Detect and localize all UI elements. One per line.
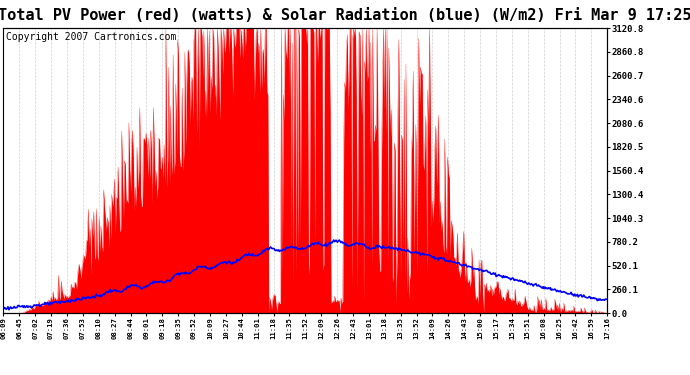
Text: Copyright 2007 Cartronics.com: Copyright 2007 Cartronics.com [6,32,177,42]
Text: Total PV Power (red) (watts) & Solar Radiation (blue) (W/m2) Fri Mar 9 17:25: Total PV Power (red) (watts) & Solar Rad… [0,8,690,22]
